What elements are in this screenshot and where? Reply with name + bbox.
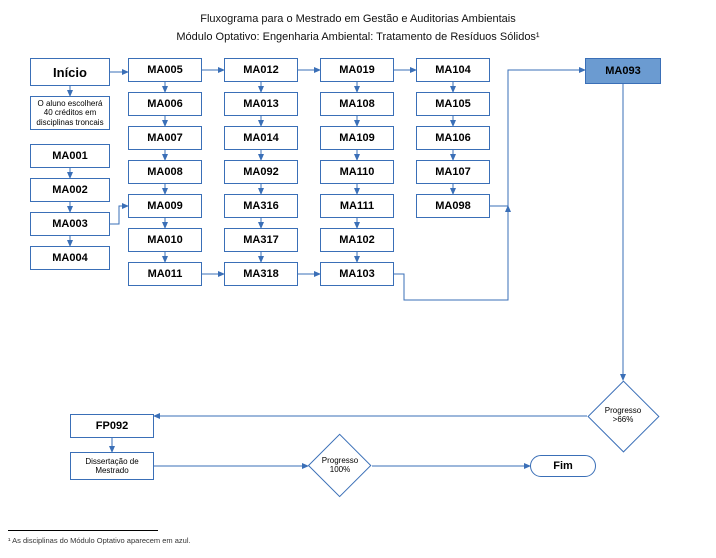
node-fp092: FP092	[70, 414, 154, 438]
node-ma092: MA092	[224, 160, 298, 184]
node-d100: Progresso 100%	[308, 434, 372, 498]
node-ma006: MA006	[128, 92, 202, 116]
node-d66: Progresso >66%	[587, 380, 659, 452]
node-ma102: MA102	[320, 228, 394, 252]
node-ma104: MA104	[416, 58, 490, 82]
node-inicio: Início	[30, 58, 110, 86]
node-ma008: MA008	[128, 160, 202, 184]
node-ma098: MA098	[416, 194, 490, 218]
node-ma014: MA014	[224, 126, 298, 150]
node-ma002: MA002	[30, 178, 110, 202]
node-ma009: MA009	[128, 194, 202, 218]
node-ma003: MA003	[30, 212, 110, 236]
node-ma093: MA093	[585, 58, 661, 84]
node-ma007: MA007	[128, 126, 202, 150]
footnote-rule	[8, 530, 158, 531]
node-ma109: MA109	[320, 126, 394, 150]
node-ma103: MA103	[320, 262, 394, 286]
node-ma005: MA005	[128, 58, 202, 82]
node-ma012: MA012	[224, 58, 298, 82]
node-ma316: MA316	[224, 194, 298, 218]
node-ma001: MA001	[30, 144, 110, 168]
node-ma004: MA004	[30, 246, 110, 270]
node-ma110: MA110	[320, 160, 394, 184]
node-ma111: MA111	[320, 194, 394, 218]
node-ma019: MA019	[320, 58, 394, 82]
node-ma107: MA107	[416, 160, 490, 184]
node-ma318: MA318	[224, 262, 298, 286]
node-note: O aluno escolherá 40 créditos em discipl…	[30, 96, 110, 130]
node-ma108: MA108	[320, 92, 394, 116]
node-ma106: MA106	[416, 126, 490, 150]
page-title-2: Módulo Optativo: Engenharia Ambiental: T…	[0, 31, 716, 43]
node-fim: Fim	[530, 455, 596, 477]
node-ma317: MA317	[224, 228, 298, 252]
node-ma013: MA013	[224, 92, 298, 116]
node-ma011: MA011	[128, 262, 202, 286]
node-ma010: MA010	[128, 228, 202, 252]
node-ma105: MA105	[416, 92, 490, 116]
node-diss: Dissertação de Mestrado	[70, 452, 154, 480]
footnote-text: ¹ As disciplinas do Módulo Optativo apar…	[8, 536, 191, 545]
page-title-1: Fluxograma para o Mestrado em Gestão e A…	[0, 13, 716, 25]
